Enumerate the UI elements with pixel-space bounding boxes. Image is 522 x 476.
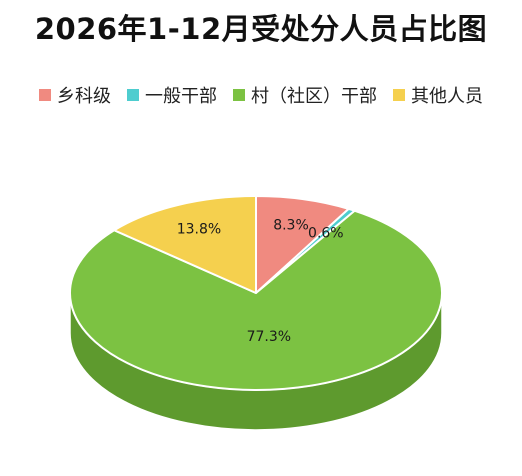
legend-swatch-village-cadre — [233, 89, 245, 101]
legend-label-general-cadre: 一般干部 — [145, 86, 217, 107]
legend-item-township: 乡科级 — [39, 82, 111, 108]
legend-label-others: 其他人员 — [411, 86, 483, 107]
legend-label-village-cadre: 村（社区）干部 — [251, 86, 377, 107]
chart-title: 2026年1-12月受处分人员占比图 — [34, 12, 488, 46]
legend-swatch-others — [393, 89, 405, 101]
value-label-others: 13.8% — [177, 222, 221, 238]
pie-slice-others — [113, 195, 257, 294]
pie-slice-village-cadre — [69, 209, 443, 391]
legend-label-township: 乡科级 — [57, 86, 111, 107]
pie-value-labels: 8.3% 0.6% 77.3% 13.8% — [177, 218, 344, 346]
value-label-general-cadre: 0.6% — [308, 225, 344, 241]
legend-item-general-cadre: 一般干部 — [127, 82, 217, 108]
pie-slices — [69, 195, 443, 391]
value-label-township: 8.3% — [273, 218, 309, 234]
legend: 乡科级 一般干部 村（社区）干部 其他人员 — [0, 82, 522, 108]
legend-item-village-cadre: 村（社区）干部 — [233, 82, 377, 108]
value-label-village-cadre: 77.3% — [247, 329, 291, 345]
legend-swatch-township — [39, 89, 51, 101]
pie-slice-township — [255, 195, 350, 294]
legend-swatch-general-cadre — [127, 89, 139, 101]
legend-item-others: 其他人员 — [393, 82, 483, 108]
